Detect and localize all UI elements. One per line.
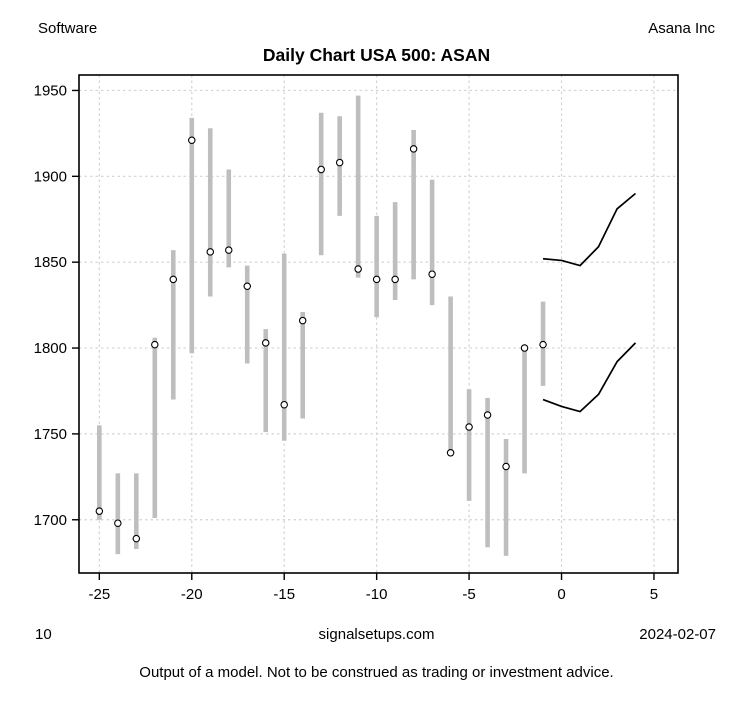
header-right-label: Asana Inc [648, 20, 715, 37]
x-tick-label: -10 [366, 586, 388, 603]
x-tick-label: 5 [650, 586, 658, 603]
y-tick-label: 1700 [34, 512, 67, 529]
close-marker-circle [114, 519, 122, 527]
y-tick-label: 1850 [34, 254, 67, 271]
close-marker-circle [151, 340, 159, 349]
footer-website-label: signalsetups.com [318, 626, 435, 643]
close-marker-circle [188, 136, 196, 145]
close-marker-circle [372, 275, 381, 284]
close-marker-circle [539, 340, 547, 349]
x-tick-label: -5 [462, 586, 475, 603]
y-tick-label: 1800 [34, 340, 67, 357]
y-tick-label: 1900 [34, 168, 67, 185]
x-tick-label: -20 [181, 586, 203, 603]
footer-period-label: 10 [35, 626, 52, 643]
close-marker-circle [446, 449, 455, 457]
y-tick-label: 1750 [34, 426, 67, 443]
close-marker-circle [225, 246, 233, 254]
x-tick-label: -25 [88, 586, 110, 603]
close-marker-circle [428, 270, 436, 278]
close-marker-circle [354, 265, 362, 273]
x-tick-label: -15 [273, 586, 295, 603]
close-marker-circle [317, 165, 325, 174]
close-marker-circle [465, 423, 473, 431]
close-marker-circle [206, 248, 215, 256]
close-marker-circle [298, 316, 307, 325]
close-marker-circle [243, 282, 251, 290]
x-tick-label: 0 [557, 586, 565, 603]
close-marker-circle [132, 534, 141, 543]
close-marker-circle [391, 275, 399, 284]
y-tick-label: 1950 [34, 82, 67, 99]
close-marker-circle [261, 339, 270, 347]
footer-date-label: 2024-02-07 [639, 626, 716, 643]
lower-forecast-line [542, 342, 637, 413]
upper-forecast-line [542, 192, 637, 267]
disclaimer-text: Output of a model. Not to be construed a… [139, 664, 614, 681]
chart-title: Daily Chart USA 500: ASAN [262, 45, 491, 65]
plot-border [78, 74, 679, 574]
close-marker-circle [335, 158, 344, 167]
close-marker-circle [409, 145, 418, 153]
close-marker-circle [502, 462, 510, 471]
close-marker-circle [483, 411, 492, 419]
header-left-label: Software [38, 20, 98, 37]
close-marker-circle [520, 344, 529, 352]
close-marker-circle [280, 400, 288, 409]
close-marker-circle [169, 275, 178, 284]
close-marker-circle [95, 507, 104, 515]
